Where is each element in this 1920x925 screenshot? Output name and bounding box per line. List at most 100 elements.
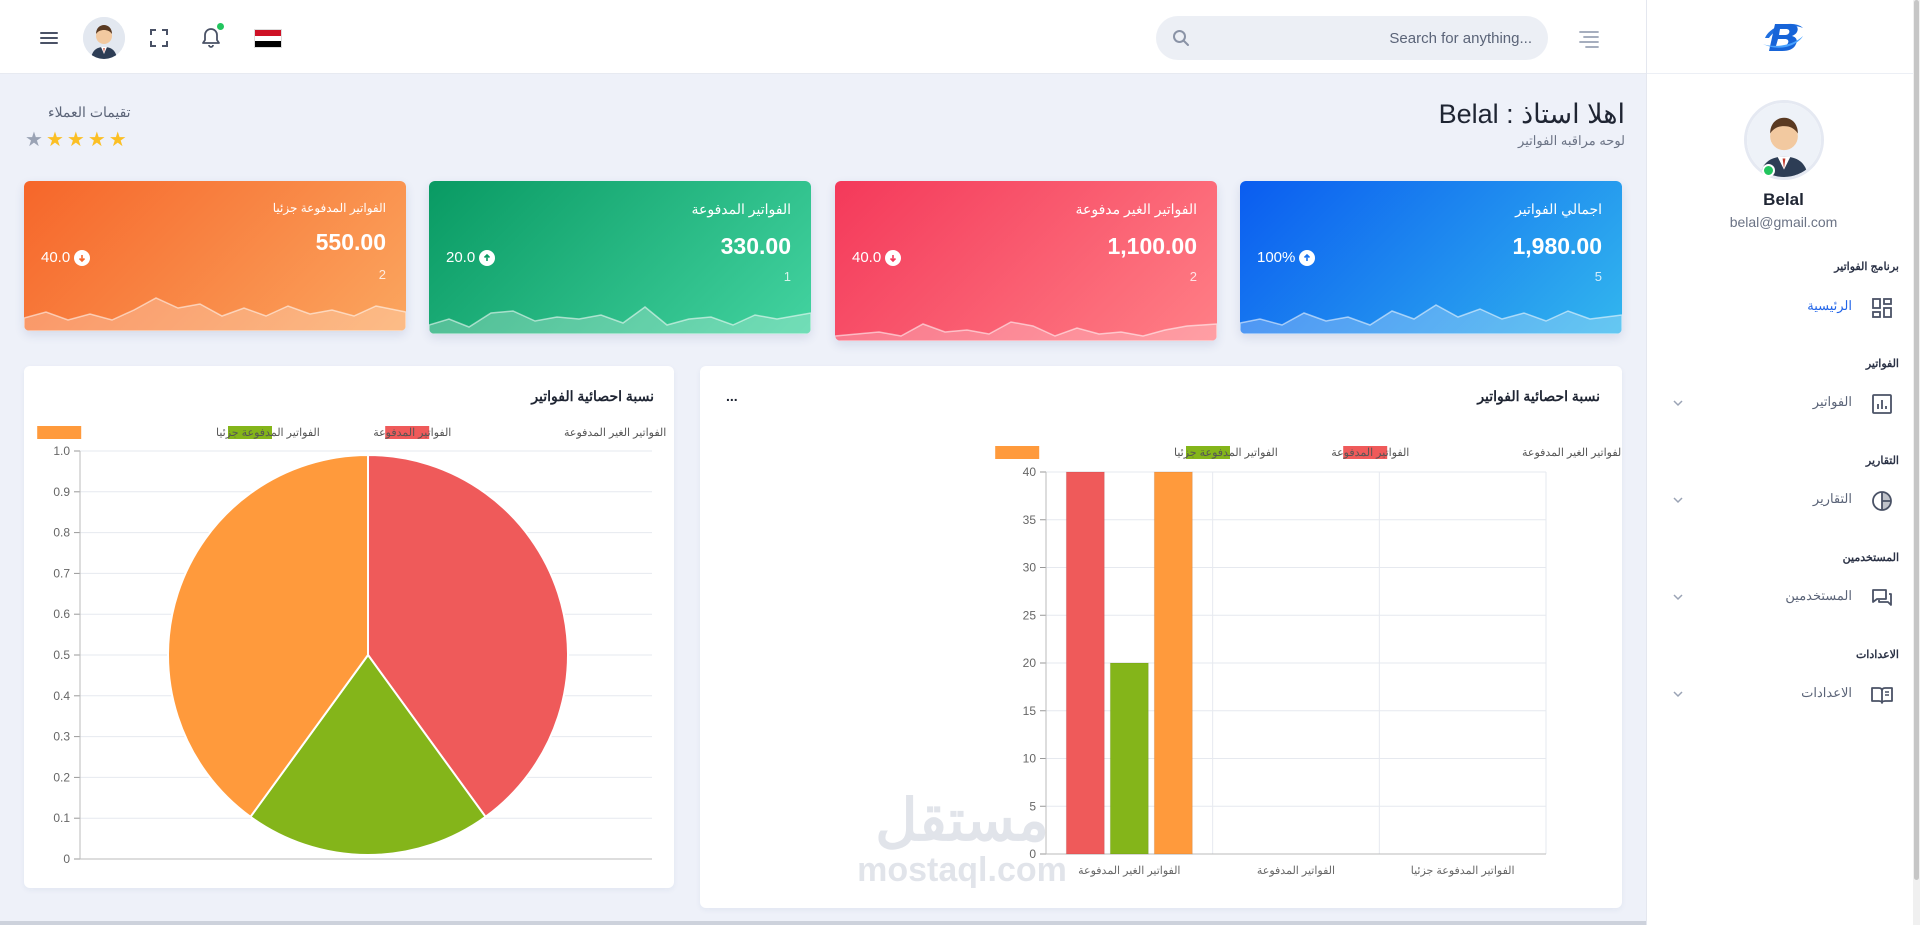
page-title: اهلا استاذ : Belal (1438, 99, 1625, 129)
y-tick-label: 5 (1029, 799, 1036, 813)
y-tick-label: 0.2 (53, 770, 70, 784)
pie-slice (249, 653, 487, 856)
legend-label: الفواتير المدفوعة (373, 427, 451, 439)
card-sparkline (1240, 304, 1622, 334)
brand-logo[interactable] (1647, 0, 1920, 74)
page-scrollbar[interactable] (1913, 0, 1920, 925)
card-title: الفواتير المدفوعة (691, 201, 791, 217)
card-partially-paid-invoices[interactable]: الفواتير المدفوعة جزئيا 550.00 2 40.0 (24, 181, 406, 331)
y-tick-label: 30 (1023, 561, 1037, 575)
page-subtitle: لوحه مراقبه الفواتير (1518, 133, 1625, 148)
sidebar-section-title: الاعدادات (1855, 649, 1899, 661)
pie-chart: الفواتير الغير المدفوعة الفواتير المدفوعة… (37, 426, 666, 866)
y-tick-label: 0.1 (53, 811, 70, 825)
card-value: 1,980.00 (1512, 233, 1602, 259)
card-count: 2 (1189, 269, 1197, 284)
scrollbar-thumb[interactable] (1914, 0, 1919, 880)
y-tick-label: 10 (1023, 752, 1037, 766)
card-percent: 40.0 (41, 249, 91, 266)
avatar[interactable] (83, 17, 125, 59)
fullscreen-icon[interactable] (146, 25, 172, 51)
sidebar-item-reports[interactable]: التقارير (1646, 481, 1920, 521)
star-empty-icon: ★ (25, 129, 43, 151)
legend-label: الفواتير المدفوعة جزئيا (216, 427, 320, 439)
profile-email: belal@gmail.com (1729, 214, 1838, 230)
card-percent-value: 20.0 (446, 249, 476, 266)
align-right-icon[interactable] (1576, 25, 1602, 51)
bar-chart-title: نسبة احصائية الفواتير (1477, 388, 1600, 404)
y-tick-label: 0.4 (53, 689, 70, 703)
sidebar-section-title: المستخدمين (1842, 552, 1899, 564)
legend-swatch (37, 426, 82, 439)
sidebar-item-label: المستخدمين (1785, 588, 1852, 603)
legend-swatch (228, 426, 272, 439)
search-icon[interactable] (1172, 29, 1190, 47)
star-filled-icon: ★ (45, 129, 64, 151)
star-filled-icon: ★ (87, 129, 106, 151)
x-tick-label: الفواتير المدفوعة جزئيا (1411, 865, 1515, 877)
arrow-down-icon (74, 249, 91, 266)
card-unpaid-invoices[interactable]: الفواتير الغير مدفوعة 1,100.00 2 40.0 (835, 181, 1217, 341)
card-total-invoices[interactable]: اجمالي الفواتير 1,980.00 5 100% (1240, 181, 1622, 334)
sidebar-item-home[interactable]: الرئيسية (1646, 288, 1920, 328)
pie-chart-title: نسبة احصائية الفواتير (531, 388, 654, 404)
profile-avatar[interactable] (1743, 100, 1824, 180)
sidebar-item-label: الرئيسية (1807, 298, 1852, 313)
sidebar-item-users[interactable]: المستخدمين (1646, 578, 1920, 618)
search-input[interactable] (1206, 16, 1532, 60)
dashboard-icon (1872, 298, 1892, 318)
top-header (0, 0, 1646, 74)
card-sparkline (835, 321, 1217, 341)
y-tick-label: 0 (63, 852, 70, 866)
card-title: اجمالي الفواتير (1515, 201, 1602, 217)
card-percent: 20.0 (446, 249, 496, 266)
ratings-title: تقيمات العملاء (48, 104, 131, 120)
profile-name: Belal (1763, 190, 1804, 209)
star-filled-icon: ★ (108, 129, 127, 151)
sidebar-item-invoices[interactable]: الفواتير (1646, 384, 1920, 424)
y-tick-label: 20 (1023, 656, 1037, 670)
y-tick-label: 0.9 (53, 485, 70, 499)
arrow-up-icon (479, 249, 496, 266)
arrow-up-icon (1299, 249, 1316, 266)
rating-stars: ★ ★ ★ ★ ★ (25, 130, 127, 150)
pie-chart-icon (1872, 491, 1892, 511)
card-value: 330.00 (720, 233, 791, 259)
pie-slice (367, 453, 569, 819)
chevron-down-icon (1673, 691, 1683, 698)
more-options-button[interactable]: ... (726, 388, 738, 404)
card-percent: 100% (1257, 249, 1316, 266)
sidebar: Belal belal@gmail.com (1646, 0, 1920, 925)
card-count: 5 (1594, 269, 1602, 284)
y-tick-label: 0.7 (53, 566, 70, 580)
online-status-indicator (1762, 164, 1775, 177)
bar (1109, 662, 1149, 855)
card-paid-invoices[interactable]: الفواتير المدفوعة 330.00 1 20.0 (429, 181, 811, 334)
card-sparkline (24, 297, 406, 331)
pie-slice (167, 453, 369, 819)
bar (1065, 471, 1105, 855)
watermark-logo: مستقل mostaql.com (857, 788, 1067, 889)
bell-icon[interactable] (198, 25, 224, 51)
menu-icon[interactable] (36, 25, 62, 51)
chevron-down-icon (1673, 594, 1683, 601)
sidebar-item-settings[interactable]: الاعدادات (1646, 675, 1920, 715)
egypt-flag-icon[interactable] (254, 29, 282, 48)
card-sparkline (429, 306, 811, 334)
card-value: 1,100.00 (1107, 233, 1197, 259)
legend-label: الفواتير الغير المدفوعة (1522, 447, 1622, 459)
y-tick-label: 0 (1029, 847, 1036, 861)
card-percent-value: 40.0 (41, 249, 71, 266)
bottom-divider (0, 921, 1646, 925)
pie-chart-panel: نسبة احصائية الفواتير الفواتير الغير الم… (24, 366, 674, 888)
star-filled-icon: ★ (66, 129, 85, 151)
card-count: 2 (378, 267, 386, 282)
legend-label: الفواتير المدفوعة جزئيا (1174, 447, 1278, 459)
bar-chart: الفواتير الغير المدفوعة الفواتير المدفوعة… (995, 446, 1622, 877)
legend-swatch (1343, 446, 1388, 459)
chat-icon (1872, 589, 1892, 606)
bar (1153, 471, 1193, 855)
sidebar-item-label: الفواتير (1812, 394, 1852, 409)
search-box (1156, 16, 1548, 60)
legend-swatch (995, 446, 1040, 459)
